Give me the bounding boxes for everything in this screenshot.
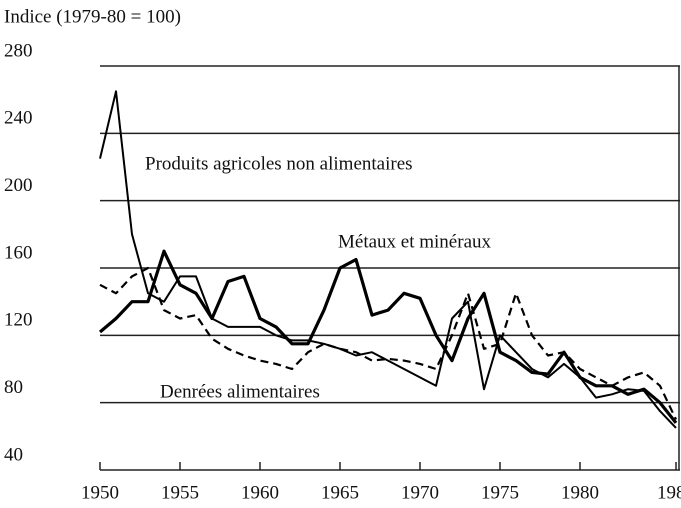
y-axis-title: Indice (1979-80 = 100) [4,6,181,27]
x-tick-label: 1980 [561,482,599,503]
y-tick-label: 240 [4,108,33,129]
x-tick-label: 1955 [161,482,199,503]
y-tick-label: 40 [4,444,23,465]
x-tick-label: 1960 [241,482,279,503]
series-line [99,90,677,429]
y-tick-label: 200 [4,175,33,196]
x-tick-label: 1975 [481,482,519,503]
series-line [99,266,677,420]
y-tick-label: 160 [4,242,33,263]
series-label: Produits agricoles non alimentaires [145,153,413,174]
y-tick-label: 120 [4,310,33,331]
series-line [98,249,678,424]
x-tick-label: 1965 [321,482,359,503]
series-label: Métaux et minéraux [338,231,492,252]
y-tick-label: 280 [4,40,33,61]
x-tick-label: 1986 [657,482,681,503]
x-tick-label: 1970 [401,482,439,503]
x-tick-label: 1950 [81,482,119,503]
y-tick-label: 80 [4,377,23,398]
series-label: Denrées alimentaires [160,381,320,402]
